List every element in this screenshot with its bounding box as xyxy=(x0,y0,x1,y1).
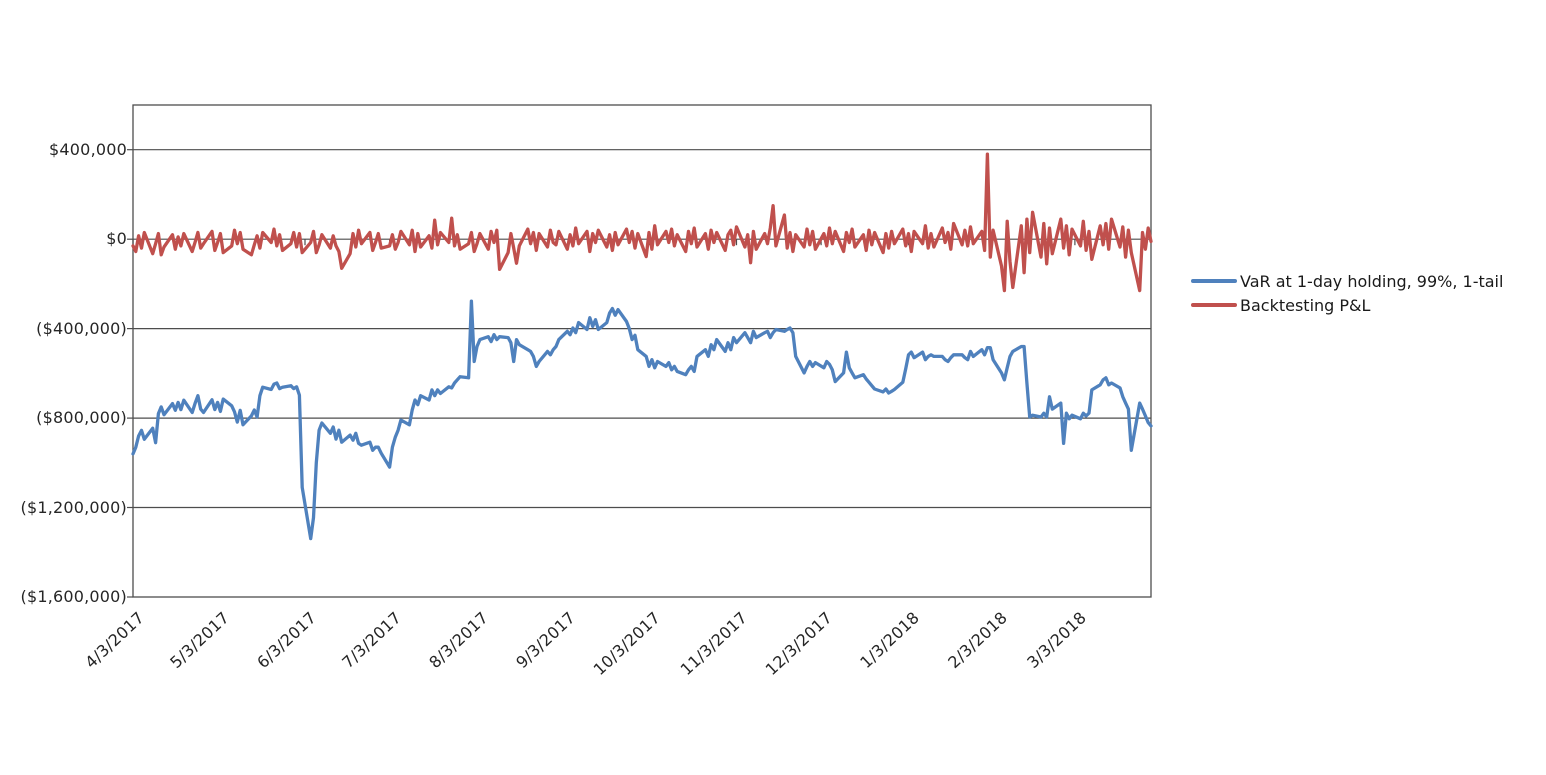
legend-entry-pnl: Backtesting P&L xyxy=(1191,293,1503,317)
legend: VaR at 1-day holding, 99%, 1-tail Backte… xyxy=(1191,269,1503,317)
y-axis-label: ($1,600,000) xyxy=(20,587,127,606)
legend-line-swatch-var xyxy=(1191,278,1237,284)
legend-line-swatch-pnl xyxy=(1191,302,1237,308)
y-axis-label: $400,000 xyxy=(49,139,127,159)
y-axis-label: $0 xyxy=(106,229,127,249)
y-axis-label: ($1,200,000) xyxy=(20,497,127,517)
legend-label-pnl: Backtesting P&L xyxy=(1240,295,1371,315)
y-axis-label: ($400,000) xyxy=(36,318,127,338)
legend-entry-var: VaR at 1-day holding, 99%, 1-tail xyxy=(1191,269,1503,293)
legend-label-var: VaR at 1-day holding, 99%, 1-tail xyxy=(1240,271,1504,291)
y-axis-label: ($800,000) xyxy=(36,408,127,428)
